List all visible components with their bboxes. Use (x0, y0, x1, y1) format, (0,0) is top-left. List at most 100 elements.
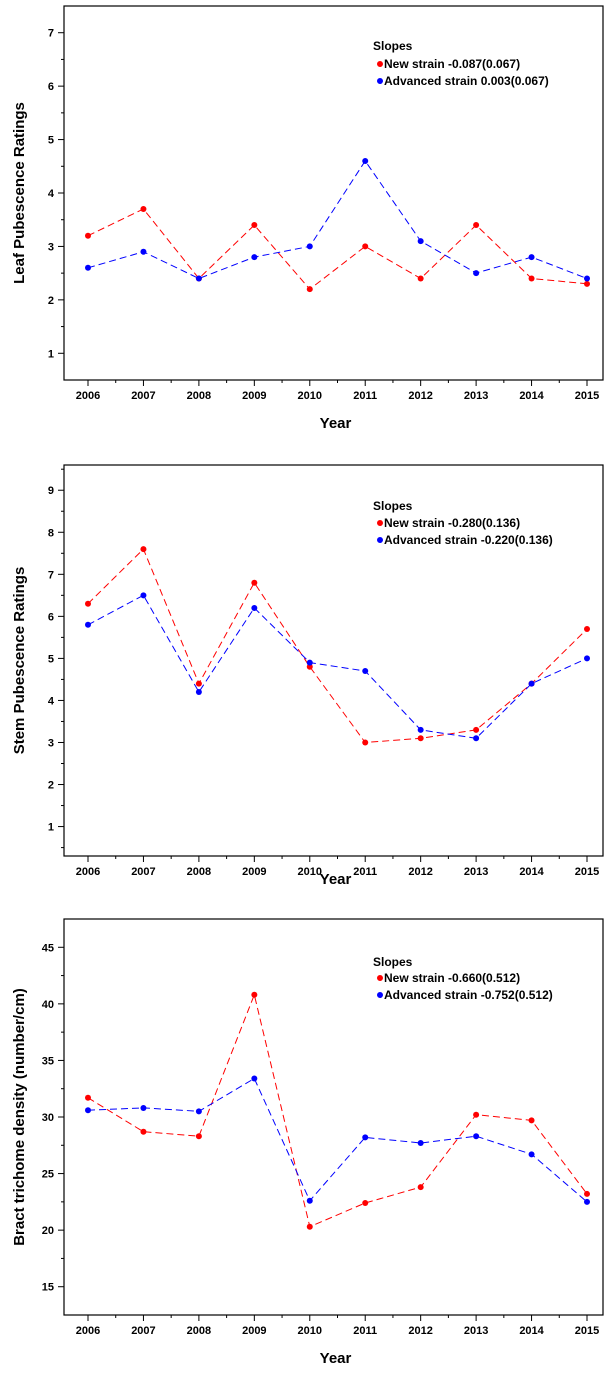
x-tick-label: 2007 (131, 1325, 155, 1337)
data-point-advanced-strain (362, 668, 369, 675)
data-point-new-strain (85, 600, 91, 607)
series-line-advanced-strain (87, 160, 588, 280)
data-point-new-strain (195, 680, 202, 687)
x-tick-label: 2011 (353, 1325, 377, 1337)
data-point-advanced-strain (584, 275, 590, 282)
data-point-new-strain (306, 286, 313, 293)
y-tick-label: 9 (48, 485, 54, 497)
data-point-advanced-strain (417, 1140, 424, 1147)
data-point-new-strain (140, 546, 147, 553)
x-tick-label: 2009 (242, 866, 266, 878)
legend-marker (377, 520, 383, 526)
x-tick-label: 2014 (519, 1325, 544, 1337)
data-point-new-strain (251, 579, 258, 586)
x-tick-label: 2010 (298, 1325, 322, 1337)
y-tick-label: 7 (48, 569, 54, 581)
data-point-new-strain (417, 275, 424, 282)
data-point-new-strain (362, 1199, 369, 1206)
x-tick-label: 2010 (298, 866, 322, 878)
series-line-advanced-strain (87, 594, 588, 739)
data-point-new-strain (528, 275, 535, 282)
data-point-advanced-strain (528, 1151, 535, 1158)
data-point-advanced-strain (140, 592, 147, 599)
data-point-advanced-strain (195, 1108, 202, 1115)
x-tick-label: 2006 (76, 390, 100, 402)
y-axis-label: Stem Pubescence Ratings (11, 567, 28, 755)
data-point-new-strain (362, 243, 369, 250)
y-axis-label: Leaf Pubescence Ratings (11, 102, 28, 284)
y-tick-label: 4 (48, 695, 55, 707)
y-tick-label: 6 (48, 611, 54, 623)
y-tick-label: 8 (48, 527, 54, 539)
x-tick-label: 2014 (519, 390, 544, 402)
data-point-new-strain (85, 1094, 91, 1101)
data-point-new-strain (417, 735, 424, 742)
x-tick-label: 2015 (575, 866, 599, 878)
y-tick-label: 35 (42, 1055, 54, 1067)
x-tick-label: 2012 (408, 390, 432, 402)
x-tick-label: 2006 (76, 866, 100, 878)
data-point-new-strain (85, 232, 91, 239)
x-tick-label: 2007 (131, 866, 155, 878)
y-axis-label: Bract trichome density (number/cm) (11, 988, 28, 1246)
series-line-advanced-strain (87, 1077, 588, 1203)
data-point-advanced-strain (473, 1133, 480, 1140)
y-tick-label: 3 (48, 737, 54, 749)
series-line-new-strain (87, 208, 588, 290)
data-point-advanced-strain (473, 270, 480, 277)
legend-entry: Advanced strain -0.752(0.512) (384, 988, 553, 1002)
y-tick-label: 40 (42, 999, 54, 1011)
legend-entry: New strain -0.087(0.067) (384, 57, 520, 71)
data-point-advanced-strain (528, 680, 535, 687)
data-point-advanced-strain (362, 157, 369, 164)
series-line-new-strain (87, 993, 588, 1228)
y-tick-label: 20 (42, 1225, 54, 1237)
x-tick-label: 2008 (187, 390, 211, 402)
x-tick-label: 2015 (575, 1325, 599, 1337)
x-tick-label: 2010 (298, 390, 322, 402)
data-point-new-strain (584, 625, 590, 632)
x-tick-label: 2015 (575, 390, 599, 402)
x-tick-label: 2007 (131, 390, 155, 402)
y-tick-label: 1 (48, 822, 54, 834)
chart-2: 1 2 3 4 5 6 7 8 9 2006 2007 2008 2009 2010 2011 2012 201… (11, 464, 604, 888)
data-point-new-strain (473, 726, 480, 733)
y-tick-label: 2 (48, 295, 54, 307)
data-point-advanced-strain (251, 1075, 258, 1082)
x-tick-label: 2006 (76, 1325, 100, 1337)
x-tick-label: 2013 (464, 1325, 488, 1337)
legend-marker (377, 61, 383, 67)
plot-frame (63, 918, 604, 1316)
x-axis-label: Year (320, 415, 352, 432)
x-tick-label: 2012 (408, 866, 432, 878)
data-point-new-strain (473, 222, 480, 229)
x-tick-label: 2011 (353, 866, 377, 878)
x-axis-label: Year (320, 1350, 352, 1367)
legend-entry: New strain -0.280(0.136) (384, 516, 520, 530)
data-point-new-strain (306, 1223, 313, 1230)
y-tick-label: 2 (48, 780, 54, 792)
y-tick-label: 6 (48, 81, 54, 93)
x-tick-label: 2012 (408, 1325, 432, 1337)
x-tick-label: 2009 (242, 1325, 266, 1337)
data-point-new-strain (140, 1128, 147, 1135)
y-tick-label: 3 (48, 241, 54, 253)
x-tick-label: 2014 (519, 866, 544, 878)
y-tick-label: 4 (48, 188, 55, 200)
chart-1: 1 2 3 4 5 6 7 2006 2007 2008 2009 2010 2011 2012 2013 2… (11, 5, 604, 432)
data-point-new-strain (140, 206, 147, 213)
data-point-advanced-strain (473, 735, 480, 742)
data-point-advanced-strain (251, 604, 258, 611)
data-point-advanced-strain (85, 621, 91, 628)
x-tick-label: 2011 (353, 390, 377, 402)
data-point-new-strain (584, 280, 590, 287)
y-tick-label: 25 (42, 1169, 54, 1181)
x-tick-label: 2013 (464, 866, 488, 878)
data-point-advanced-strain (85, 264, 91, 271)
data-point-new-strain (417, 1184, 424, 1191)
x-tick-label: 2008 (187, 1325, 211, 1337)
x-tick-label: 2009 (242, 390, 266, 402)
data-point-advanced-strain (584, 655, 590, 662)
